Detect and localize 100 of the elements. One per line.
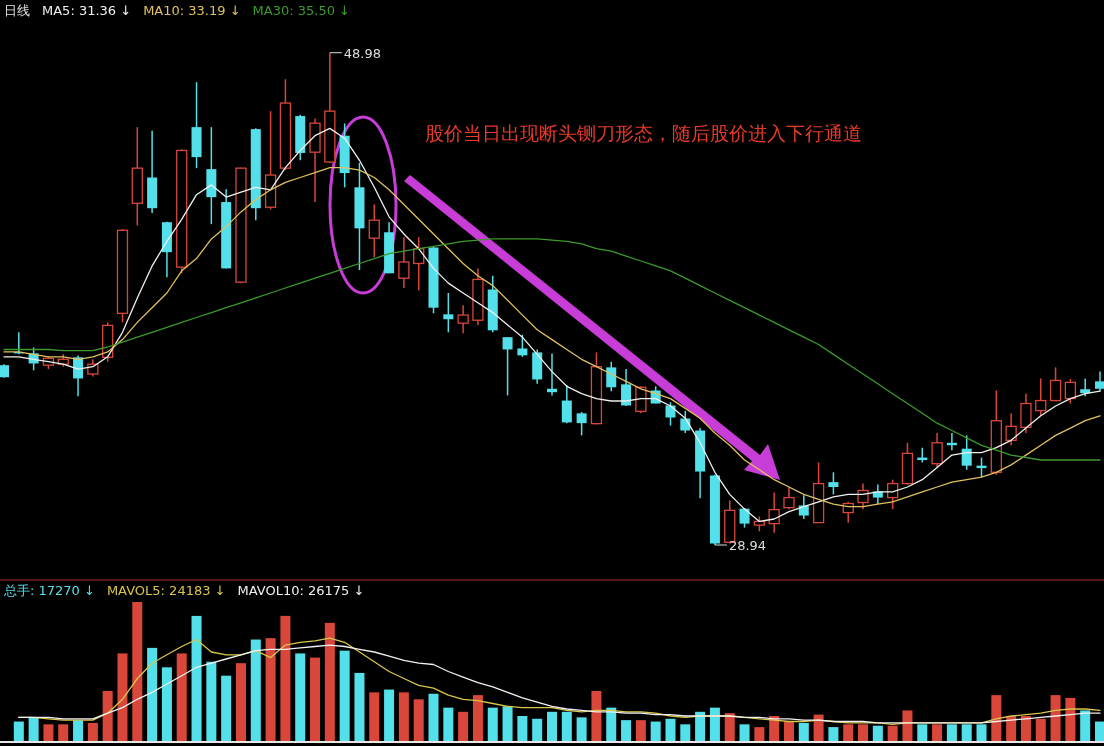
candlestick	[621, 368, 632, 407]
bar	[280, 615, 291, 741]
candlestick	[961, 434, 972, 471]
candlestick	[1080, 377, 1091, 397]
bar	[783, 721, 794, 741]
bar	[339, 650, 350, 741]
bar	[161, 667, 172, 741]
text: MA30: 35.50 ↓	[252, 3, 350, 18]
text: 总手: 17270 ↓	[3, 583, 95, 598]
bar	[295, 653, 306, 741]
bar	[384, 689, 395, 741]
bar	[43, 724, 54, 741]
candlestick	[1020, 392, 1032, 434]
bar	[310, 657, 321, 741]
bar	[1065, 697, 1076, 741]
annotation: 股价当日出现断头铡刀形态，随后股价进入下行通道	[425, 122, 862, 144]
bar	[650, 721, 661, 741]
text: MAVOL10: 26175 ↓	[237, 583, 365, 598]
candlestick	[931, 432, 943, 469]
bar	[176, 653, 187, 741]
text: MA5: 31.36 ↓	[42, 3, 132, 18]
bar	[606, 707, 617, 741]
bar	[458, 711, 469, 741]
bar	[1080, 710, 1091, 741]
candlestick	[1049, 366, 1062, 402]
bar	[58, 724, 69, 741]
candlestick	[665, 401, 676, 427]
bar	[235, 663, 246, 741]
bar	[709, 707, 720, 741]
candlestick	[517, 333, 528, 358]
bar	[961, 724, 972, 741]
bar	[902, 710, 913, 741]
candlestick	[1064, 378, 1077, 405]
bar	[813, 714, 824, 741]
candlestick	[561, 384, 572, 424]
bar	[73, 720, 84, 741]
candlestick	[606, 360, 617, 392]
bar	[621, 720, 632, 741]
bar	[798, 722, 809, 741]
candlestick	[1095, 370, 1104, 392]
bar	[354, 672, 365, 741]
bar	[132, 602, 143, 741]
bar	[191, 615, 202, 741]
bar	[635, 720, 646, 741]
bar	[576, 717, 587, 741]
bar	[28, 717, 39, 741]
annotation: 48.98	[343, 45, 382, 61]
bar	[102, 690, 113, 741]
candlestick	[1035, 377, 1047, 417]
bar	[872, 725, 883, 741]
bar	[428, 693, 439, 741]
bar	[932, 724, 943, 741]
candlestick	[457, 304, 469, 334]
bar	[680, 724, 691, 741]
bar	[591, 690, 602, 741]
bar	[87, 722, 98, 741]
text: MA10: 33.19 ↓	[143, 3, 241, 18]
bar	[487, 707, 498, 741]
bar	[398, 692, 409, 741]
bar	[1095, 721, 1104, 741]
bar	[843, 724, 854, 741]
bar	[265, 638, 276, 741]
annotation: 28.94	[728, 538, 767, 553]
bar	[769, 715, 780, 741]
bar	[1020, 715, 1031, 741]
bar	[724, 713, 735, 741]
bar	[502, 706, 513, 741]
candlestick	[1005, 412, 1017, 447]
bar	[547, 711, 557, 741]
bar	[1006, 715, 1017, 741]
bar	[117, 653, 128, 741]
bar	[754, 727, 765, 741]
candlestick	[368, 203, 380, 258]
bar	[739, 724, 750, 741]
candlestick	[680, 410, 691, 434]
bar	[1035, 718, 1046, 741]
text: MAVOL5: 24183 ↓	[106, 583, 226, 598]
bar	[858, 724, 869, 741]
candlestick	[576, 411, 587, 437]
bar	[324, 622, 335, 741]
bar	[917, 724, 928, 741]
bar	[13, 721, 24, 741]
bar	[695, 711, 706, 741]
bar	[206, 661, 217, 741]
bar	[828, 727, 839, 741]
candlestick	[798, 494, 809, 520]
bar	[250, 639, 261, 741]
bar	[369, 692, 380, 741]
bar	[532, 718, 543, 741]
bar	[147, 647, 158, 741]
bar	[472, 695, 483, 741]
candlestick	[783, 486, 795, 510]
bar	[887, 725, 898, 741]
bar	[976, 724, 987, 741]
bar	[991, 695, 1002, 741]
bar	[413, 699, 424, 741]
candlestick	[443, 292, 454, 334]
bar	[665, 718, 676, 741]
bar	[1050, 695, 1061, 741]
bar	[517, 715, 528, 741]
